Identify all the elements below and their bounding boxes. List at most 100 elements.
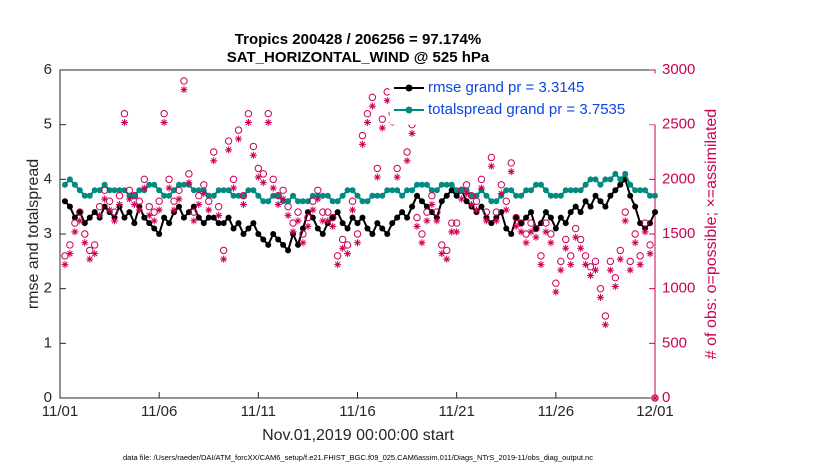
obs-possible [462, 181, 471, 189]
obs-assimilated [542, 228, 550, 236]
obs-assimilated [631, 239, 639, 247]
obs-assimilated [299, 239, 307, 247]
point [488, 198, 495, 205]
point [295, 198, 301, 205]
obs-possible [135, 197, 144, 205]
point [250, 187, 257, 194]
point [384, 187, 391, 194]
obs-assimilated [562, 244, 570, 252]
obs-possible [314, 186, 322, 194]
obs-possible [443, 246, 451, 255]
point [161, 192, 168, 199]
point [547, 214, 554, 221]
obs-assimilated [215, 211, 223, 219]
obs-possible [631, 230, 639, 238]
point [617, 181, 624, 188]
point [627, 192, 634, 199]
point [210, 214, 217, 221]
obs-possible [145, 202, 153, 211]
obs-assimilated [502, 206, 510, 214]
obs-assimilated [101, 195, 109, 203]
y2-tick-label: 0 [662, 389, 670, 406]
point [399, 209, 406, 216]
obs-assimilated [324, 217, 332, 225]
obs-assimilated [482, 217, 490, 225]
point [582, 198, 589, 205]
point [339, 192, 346, 199]
obs-assimilated [408, 129, 416, 137]
point [647, 220, 654, 227]
point [185, 209, 192, 216]
x-tick-label: 11/01 [42, 403, 78, 420]
obs-possible [537, 252, 545, 260]
obs-assimilated [165, 184, 173, 192]
point [542, 209, 549, 216]
point [121, 214, 128, 221]
obs-possible [269, 175, 277, 184]
point [66, 203, 73, 210]
obs-assimilated [210, 157, 218, 165]
obs-possible [348, 197, 357, 205]
obs-assimilated [274, 200, 282, 208]
point [215, 220, 222, 227]
obs-possible [452, 219, 461, 227]
point [364, 198, 371, 205]
point [61, 198, 68, 205]
point [513, 192, 520, 199]
point [562, 187, 569, 194]
point [607, 176, 614, 183]
point [438, 181, 445, 188]
point [592, 176, 599, 183]
point [131, 220, 138, 227]
point [379, 192, 386, 199]
legend-label: rmse grand pr = 3.3145 [428, 79, 584, 96]
point [463, 198, 470, 205]
point [443, 181, 450, 188]
point [195, 187, 202, 194]
obs-possible [423, 208, 431, 216]
obs-possible [403, 148, 411, 156]
point [215, 187, 222, 194]
obs-assimilated [190, 217, 198, 225]
obs-possible [274, 192, 282, 200]
point [285, 198, 292, 205]
obs-assimilated [230, 184, 238, 192]
obs-assimilated [577, 244, 585, 252]
obs-assimilated [487, 162, 495, 170]
y2-tick-label: 1000 [662, 280, 695, 297]
obs-possible [239, 192, 248, 200]
point [478, 203, 485, 210]
point [270, 231, 277, 237]
point [240, 231, 247, 237]
obs-assimilated [135, 206, 143, 214]
point [404, 214, 411, 221]
point [329, 198, 336, 205]
point [131, 192, 138, 199]
point [349, 187, 356, 194]
point [597, 198, 604, 205]
obs-assimilated [463, 190, 471, 198]
obs-possible [601, 312, 610, 320]
obs-assimilated [572, 233, 580, 241]
obs-possible [91, 241, 99, 249]
obs-possible [185, 170, 193, 178]
point [349, 214, 356, 221]
y2-tick-label: 1500 [662, 225, 695, 242]
obs-possible [383, 88, 391, 96]
point [151, 225, 158, 232]
obs-assimilated [130, 200, 138, 208]
x-tick-label: 11/16 [339, 403, 375, 420]
obs-possible [557, 257, 565, 266]
point [389, 220, 396, 227]
obs-assimilated [254, 173, 262, 181]
point [319, 231, 326, 237]
point [592, 192, 599, 199]
point [344, 187, 351, 194]
footnote: data file: /Users/raeder/DAI/ATM_forcXX/… [123, 453, 593, 462]
obs-assimilated [507, 168, 515, 176]
obs-possible [571, 224, 580, 233]
obs-possible [66, 241, 74, 249]
obs-possible [393, 164, 401, 173]
obs-assimilated [418, 239, 426, 247]
